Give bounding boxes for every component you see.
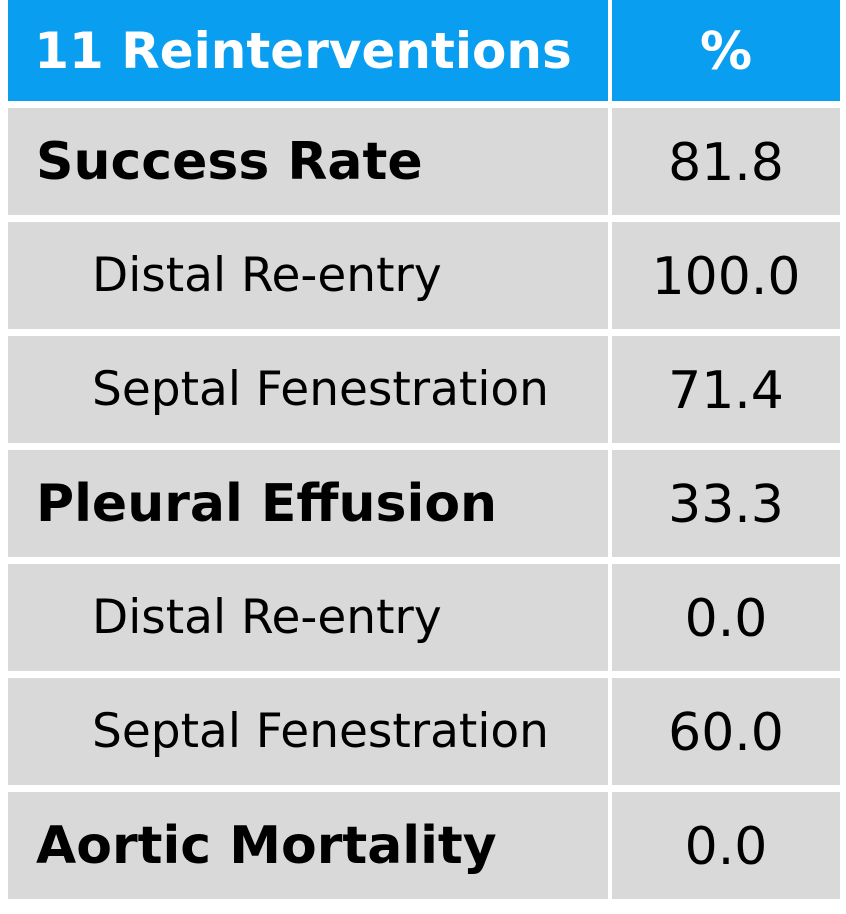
column-header-percent: %	[612, 0, 840, 101]
row-value-effusion-distal-reentry: 0.0	[612, 564, 840, 671]
row-value-success-distal-reentry: 100.0	[612, 222, 840, 329]
row-value-success-septal-fenestration: 71.4	[612, 336, 840, 443]
row-label-success-septal-fenestration: Septal Fenestration	[8, 336, 608, 443]
reinterventions-table: 11 Reinterventions % Success Rate 81.8 D…	[8, 0, 840, 899]
row-label-pleural-effusion: Pleural Effusion	[8, 450, 608, 557]
row-label-effusion-septal-fenestration: Septal Fenestration	[8, 678, 608, 785]
row-value-pleural-effusion: 33.3	[612, 450, 840, 557]
row-label-success-rate: Success Rate	[8, 108, 608, 215]
column-header-reinterventions: 11 Reinterventions	[8, 0, 608, 101]
row-value-success-rate: 81.8	[612, 108, 840, 215]
row-label-success-distal-reentry: Distal Re-entry	[8, 222, 608, 329]
row-value-effusion-septal-fenestration: 60.0	[612, 678, 840, 785]
row-label-aortic-mortality: Aortic Mortality	[8, 792, 608, 899]
row-value-aortic-mortality: 0.0	[612, 792, 840, 899]
row-label-effusion-distal-reentry: Distal Re-entry	[8, 564, 608, 671]
